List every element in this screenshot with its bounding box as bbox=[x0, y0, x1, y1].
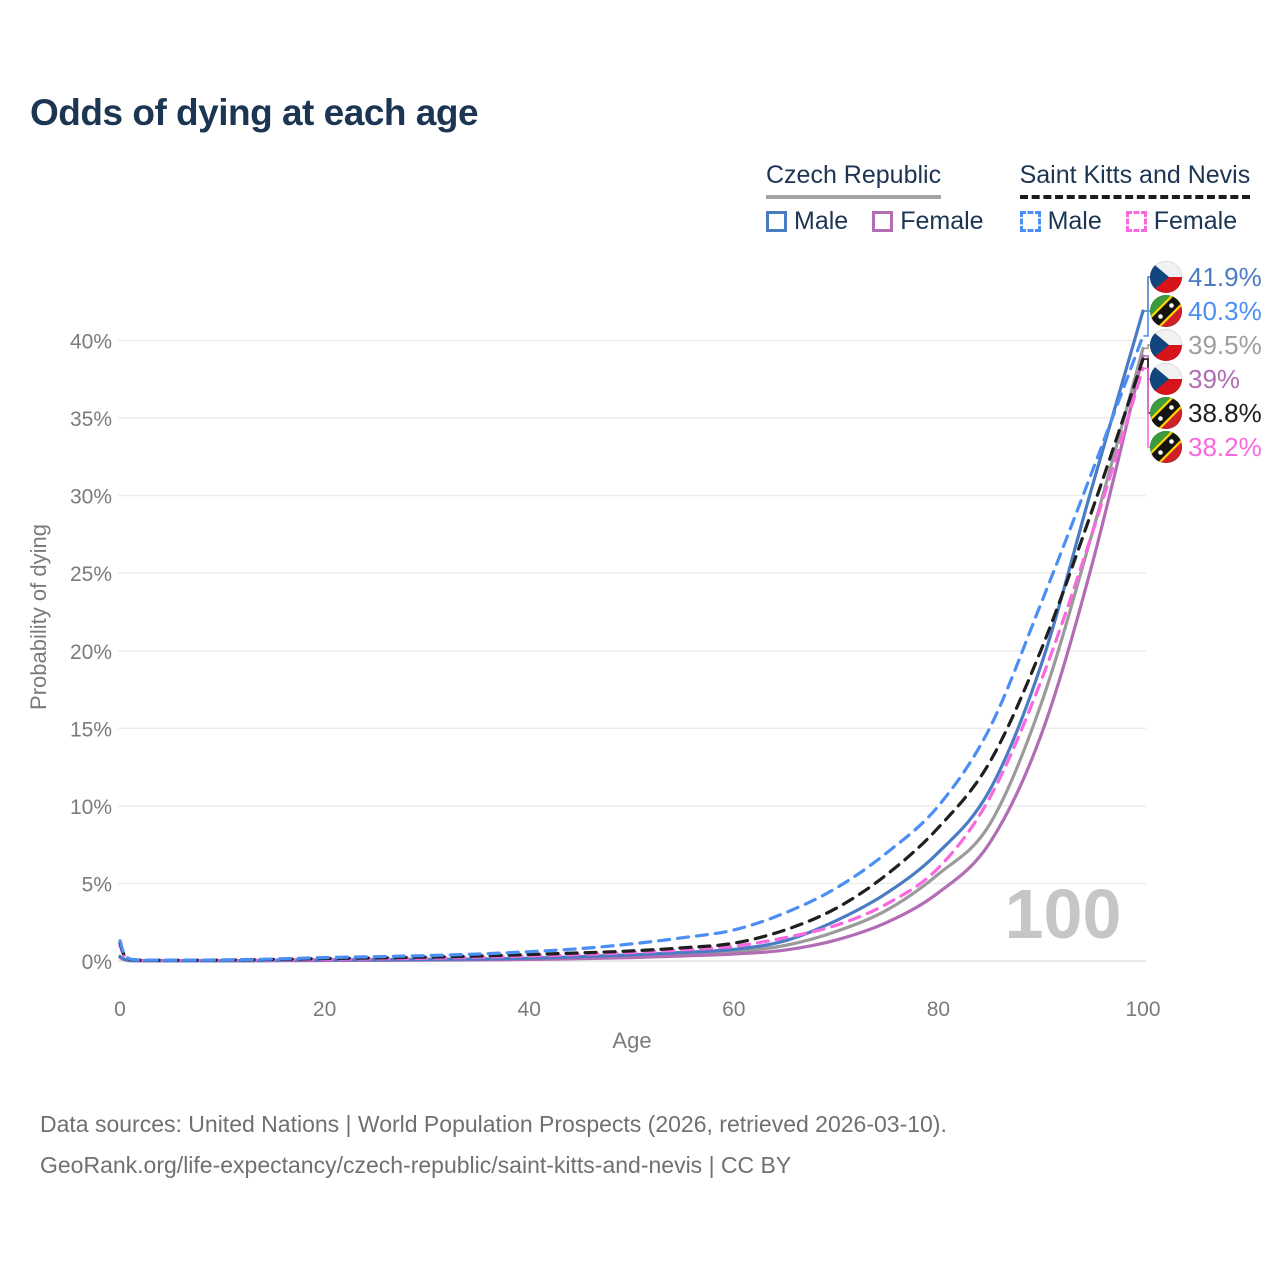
series-line-czech-male[interactable] bbox=[118, 309, 1145, 963]
czech-republic-flag-icon bbox=[1149, 260, 1183, 294]
czech-male-swatch-icon bbox=[766, 211, 787, 232]
x-tick-label: 60 bbox=[722, 998, 745, 1021]
footer: Data sources: United Nations | World Pop… bbox=[40, 1104, 947, 1186]
y-tick-label: 20% bbox=[70, 641, 112, 664]
attribution-text: GeoRank.org/life-expectancy/czech-republ… bbox=[40, 1152, 792, 1178]
skn-male-swatch-icon bbox=[1019, 211, 1041, 232]
legend-item-skn-female[interactable]: Female bbox=[1125, 207, 1238, 236]
end-label-skn-female: 38.2% bbox=[1188, 432, 1262, 462]
y-tick-label: 10% bbox=[70, 796, 112, 819]
y-tick-label: 0% bbox=[82, 951, 112, 974]
x-axis-title: Age bbox=[612, 1028, 651, 1053]
series-line-skn-male[interactable] bbox=[118, 334, 1145, 962]
end-label-leader bbox=[1143, 344, 1151, 350]
series-line-czech-female[interactable] bbox=[118, 354, 1145, 963]
legend: Czech Republic Male Female Saint Kitts a… bbox=[766, 161, 1251, 236]
x-tick-label: 40 bbox=[518, 998, 541, 1021]
legend-item-czech-female[interactable]: Female bbox=[872, 207, 984, 236]
legend-items-saint-kitts-and-nevis: Male Female bbox=[1019, 207, 1238, 236]
end-label-czech-male: 41.9% bbox=[1188, 262, 1262, 292]
legend-item-label: Female bbox=[900, 207, 984, 235]
czech-republic-flag-icon bbox=[1149, 328, 1183, 362]
end-label-skn-both: 38.8% bbox=[1188, 398, 1262, 428]
legend-item-skn-male[interactable]: Male bbox=[1019, 207, 1102, 236]
legend-group-title-czech-republic: Czech Republic bbox=[766, 161, 942, 199]
saint-kitts-and-nevis-flag-icon bbox=[1149, 430, 1183, 464]
czech-female-swatch-icon bbox=[872, 211, 894, 232]
legend-item-label: Male bbox=[1047, 207, 1102, 235]
end-label-leader bbox=[1143, 367, 1151, 448]
end-label-leader bbox=[1143, 310, 1151, 337]
end-label-czech-both: 39.5% bbox=[1188, 330, 1262, 360]
x-tick-label: 20 bbox=[313, 998, 336, 1021]
legend-group-czech-republic: Czech Republic Male Female bbox=[766, 161, 984, 236]
x-tick-label: 80 bbox=[927, 998, 950, 1021]
legend-group-saint-kitts-and-nevis: Saint Kitts and Nevis Male Female bbox=[1019, 161, 1251, 236]
skn-female-swatch-icon bbox=[1125, 211, 1147, 232]
legend-items-czech-republic: Male Female bbox=[766, 207, 984, 236]
legend-item-label: Female bbox=[1153, 207, 1238, 235]
data-sources-text: Data sources: United Nations | World Pop… bbox=[40, 1111, 947, 1137]
y-tick-label: 30% bbox=[70, 486, 112, 509]
y-tick-label: 25% bbox=[70, 563, 112, 586]
y-tick-label: 15% bbox=[70, 718, 112, 741]
y-axis-title: Probability of dying bbox=[26, 524, 51, 710]
legend-group-title-saint-kitts-and-nevis: Saint Kitts and Nevis bbox=[1019, 161, 1251, 199]
age-indicator-watermark: 100 bbox=[1005, 875, 1122, 953]
y-tick-label: 5% bbox=[82, 873, 112, 896]
end-label-czech-female: 39% bbox=[1188, 364, 1240, 394]
legend-item-czech-male[interactable]: Male bbox=[766, 207, 848, 236]
saint-kitts-and-nevis-flag-icon bbox=[1149, 396, 1183, 430]
y-tick-label: 40% bbox=[70, 331, 112, 354]
legend-item-label: Male bbox=[794, 207, 849, 235]
czech-republic-flag-icon bbox=[1149, 362, 1183, 396]
end-label-skn-male: 40.3% bbox=[1188, 296, 1262, 326]
x-tick-label: 0 bbox=[114, 998, 126, 1021]
chart-title: Odds of dying at each age bbox=[30, 92, 479, 133]
y-tick-label: 35% bbox=[70, 408, 112, 431]
x-tick-label: 100 bbox=[1125, 998, 1160, 1021]
saint-kitts-and-nevis-flag-icon bbox=[1149, 294, 1183, 328]
series-line-czech-both[interactable] bbox=[118, 346, 1145, 963]
series-line-skn-female[interactable] bbox=[118, 366, 1145, 963]
series-line-skn-both[interactable] bbox=[118, 357, 1145, 962]
end-label-leader bbox=[1143, 276, 1151, 312]
